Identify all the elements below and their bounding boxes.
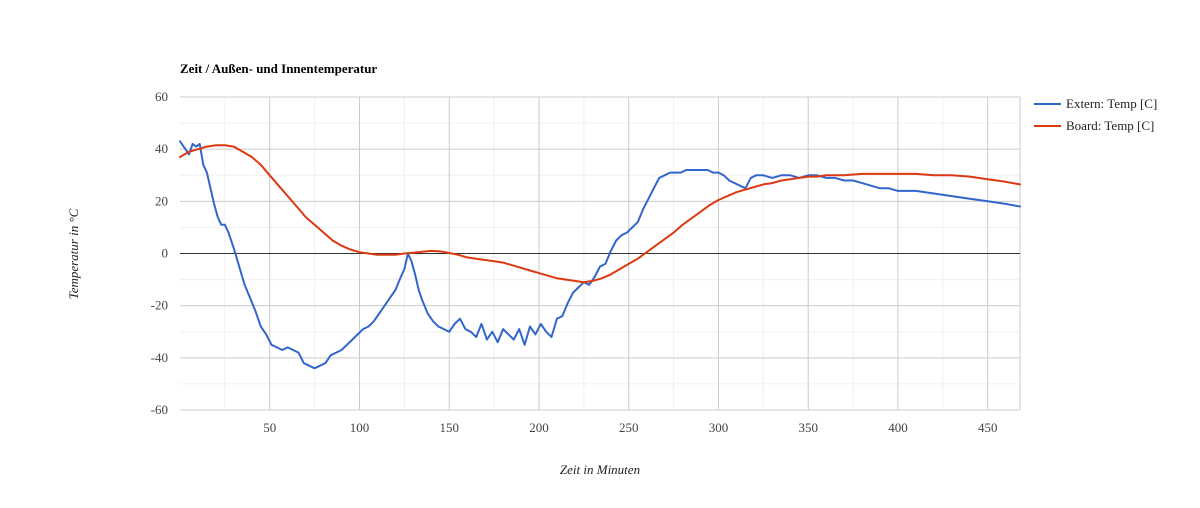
x-tick-label: 300 bbox=[709, 420, 729, 435]
x-tick-label: 350 bbox=[798, 420, 818, 435]
series-line-0 bbox=[179, 140, 1021, 370]
series-lines bbox=[179, 140, 1021, 370]
y-axis-ticks: -60 -40 -20 0 20 40 60 bbox=[151, 89, 168, 417]
series-line-1 bbox=[179, 144, 1021, 284]
x-tick-label: 200 bbox=[529, 420, 549, 435]
x-tick-label: 150 bbox=[439, 420, 459, 435]
y-axis-title: Temperatur in °C bbox=[66, 208, 81, 299]
x-tick-label: 100 bbox=[350, 420, 370, 435]
y-tick-label: -60 bbox=[151, 402, 168, 417]
y-tick-label: 60 bbox=[155, 89, 168, 104]
x-tick-label: 450 bbox=[978, 420, 998, 435]
legend-label-board: Board: Temp [C] bbox=[1066, 118, 1154, 133]
x-tick-label: 250 bbox=[619, 420, 639, 435]
legend-item-board[interactable]: Board: Temp [C] bbox=[1034, 118, 1154, 133]
x-axis-title: Zeit in Minuten bbox=[560, 462, 640, 477]
x-tick-label: 50 bbox=[263, 420, 276, 435]
x-axis-ticks: 50 100 150 200 250 300 350 400 450 bbox=[263, 420, 997, 435]
chart-title: Zeit / Außen- und Innentemperatur bbox=[180, 61, 377, 76]
y-tick-label: -20 bbox=[151, 298, 168, 313]
y-tick-label: 20 bbox=[155, 193, 168, 208]
y-tick-label: 0 bbox=[162, 246, 169, 261]
x-tick-label: 400 bbox=[888, 420, 908, 435]
legend-label-extern: Extern: Temp [C] bbox=[1066, 96, 1157, 111]
y-tick-label: 40 bbox=[155, 141, 168, 156]
legend: Extern: Temp [C] Board: Temp [C] bbox=[1034, 96, 1157, 133]
legend-item-extern[interactable]: Extern: Temp [C] bbox=[1034, 96, 1157, 111]
y-tick-label: -40 bbox=[151, 350, 168, 365]
